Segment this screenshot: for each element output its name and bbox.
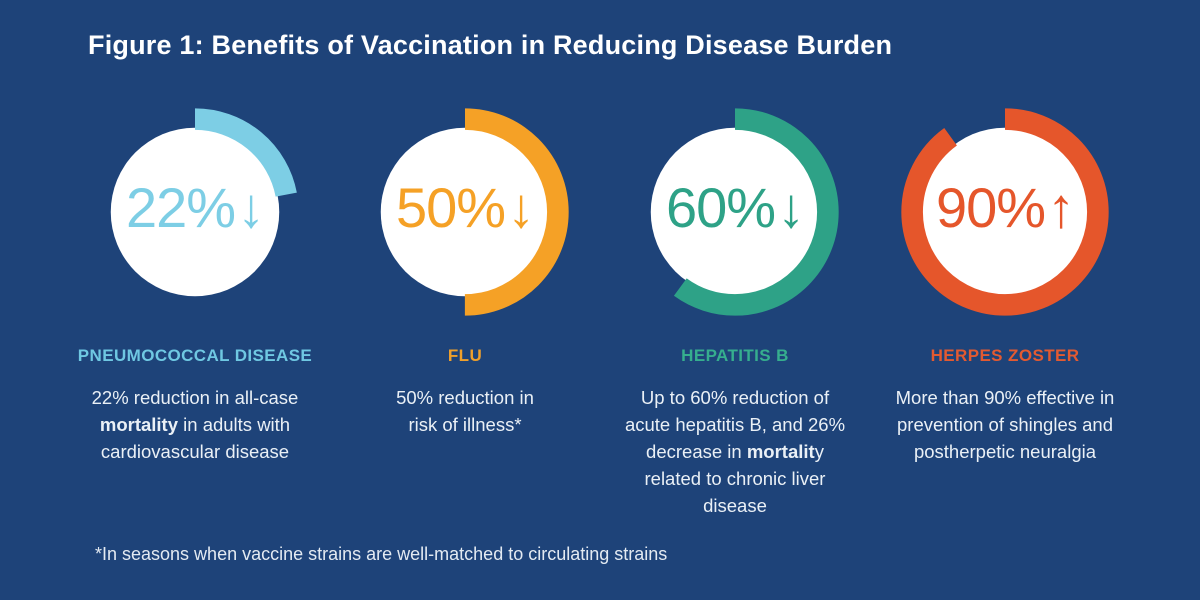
figure-title: Figure 1: Benefits of Vaccination in Red… bbox=[88, 30, 893, 60]
chart-column-pneumococcal: 22% ↓ PNEUMOCOCCAL DISEASE 22% reduction … bbox=[60, 104, 330, 519]
chart-description: More than 90% effective in prevention of… bbox=[895, 387, 1115, 462]
donut-svg bbox=[631, 108, 839, 316]
chart-column-herpes-zoster: 90% ↑ HERPES ZOSTER More than 90% effecti… bbox=[870, 104, 1140, 519]
donut-ring bbox=[361, 108, 569, 316]
disease-label-hepatitis-b: HEPATITIS B bbox=[681, 346, 789, 365]
donut-chart-hepatitis-b: 60% ↓ bbox=[627, 104, 843, 320]
footnote: *In seasons when vaccine strains are wel… bbox=[95, 544, 668, 564]
chart-description: 50% reduction in risk of illness* bbox=[396, 387, 534, 435]
donut-chart-pneumococcal: 22% ↓ bbox=[87, 104, 303, 320]
donut-face bbox=[380, 127, 550, 297]
donut-ring bbox=[631, 108, 839, 316]
chart-column-flu: 50% ↓ FLU 50% reduction in risk of illnes… bbox=[330, 104, 600, 519]
donut-face bbox=[650, 127, 820, 297]
donut-ring bbox=[901, 108, 1109, 316]
disease-label-pneumococcal: PNEUMOCOCCAL DISEASE bbox=[77, 346, 313, 365]
donut-chart-herpes-zoster: 90% ↑ bbox=[897, 104, 1113, 320]
donut-svg bbox=[901, 108, 1109, 316]
disease-label-herpes-zoster: HERPES ZOSTER bbox=[930, 346, 1080, 365]
donut-chart-flu: 50% ↓ bbox=[357, 104, 573, 320]
disease-label-flu: FLU bbox=[447, 346, 483, 365]
donut-svg bbox=[361, 108, 569, 316]
donut-face bbox=[110, 127, 280, 297]
chart-description: Up to 60% reduction of acute hepatitis B… bbox=[624, 387, 846, 516]
donut-ring bbox=[91, 108, 299, 316]
donut-svg bbox=[91, 108, 299, 316]
chart-description: 22% reduction in all-case mortality in a… bbox=[91, 387, 299, 462]
donut-face bbox=[920, 127, 1090, 297]
chart-column-hepatitis-b: 60% ↓ HEPATITIS B Up to 60% reduction of … bbox=[600, 104, 870, 519]
charts-row: 22% ↓ PNEUMOCOCCAL DISEASE 22% reduction … bbox=[60, 104, 1140, 519]
